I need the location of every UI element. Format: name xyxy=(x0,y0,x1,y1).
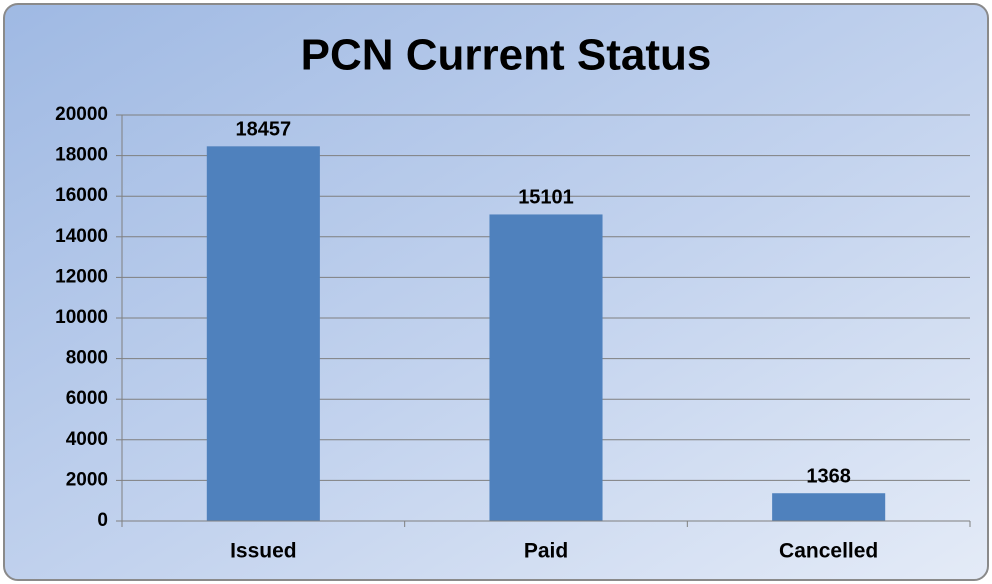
data-label: 15101 xyxy=(518,187,574,209)
chart-title: PCN Current Status xyxy=(301,31,712,80)
bar xyxy=(772,493,886,521)
y-tick-label: 12000 xyxy=(55,266,108,287)
x-tick-label: Paid xyxy=(524,540,568,563)
y-tick-label: 10000 xyxy=(55,307,108,328)
y-tick-label: 14000 xyxy=(55,226,108,247)
x-tick-label: Issued xyxy=(230,540,297,563)
bar xyxy=(206,146,320,521)
y-tick-label: 0 xyxy=(97,510,108,531)
y-tick-label: 16000 xyxy=(55,185,108,206)
y-tick-label: 6000 xyxy=(66,388,108,409)
data-label: 1368 xyxy=(806,466,851,488)
y-tick-label: 8000 xyxy=(66,348,108,369)
y-tick-label: 18000 xyxy=(55,145,108,166)
data-label: 18457 xyxy=(236,119,292,141)
y-tick-label: 20000 xyxy=(55,104,108,125)
y-tick-label: 2000 xyxy=(66,469,108,490)
x-tick-label: Cancelled xyxy=(779,540,878,563)
y-tick-label: 4000 xyxy=(66,429,108,450)
bar xyxy=(489,214,603,521)
